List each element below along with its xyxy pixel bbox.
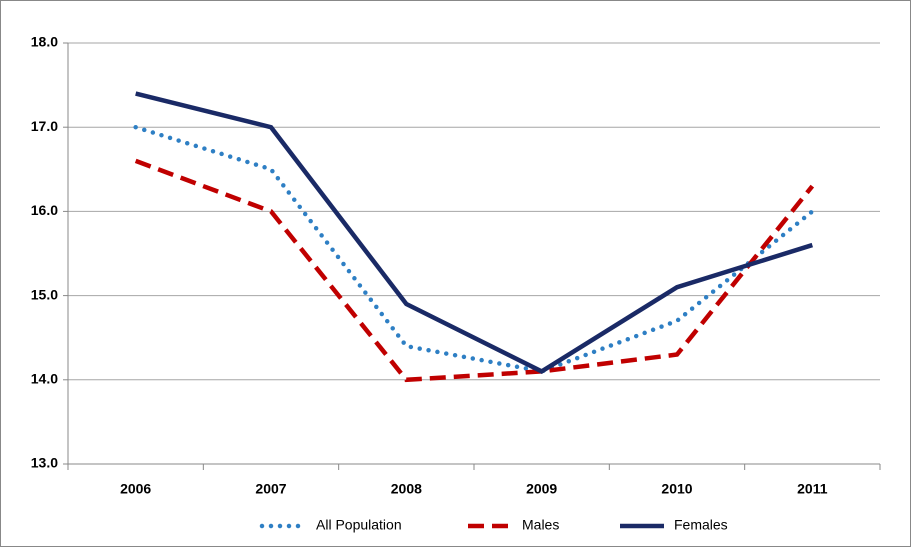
x-tick-label: 2010: [661, 481, 692, 497]
x-tick-label: 2006: [120, 481, 151, 497]
legend-label: Females: [674, 517, 728, 533]
y-tick-label: 13.0: [31, 455, 58, 471]
y-tick-label: 14.0: [31, 371, 58, 387]
legend-label: All Population: [316, 517, 402, 533]
x-tick-label: 2009: [526, 481, 557, 497]
y-tick-label: 15.0: [31, 286, 58, 302]
y-tick-label: 16.0: [31, 202, 58, 218]
x-tick-label: 2007: [255, 481, 286, 497]
series-line: [133, 124, 815, 374]
x-tick-label: 2011: [797, 481, 828, 497]
legend-label: Males: [522, 517, 559, 533]
y-tick-label: 17.0: [31, 118, 58, 134]
y-tick-label: 18.0: [31, 34, 58, 50]
x-tick-label: 2008: [391, 481, 422, 497]
series-line: [134, 158, 815, 383]
series-line: [135, 91, 814, 374]
